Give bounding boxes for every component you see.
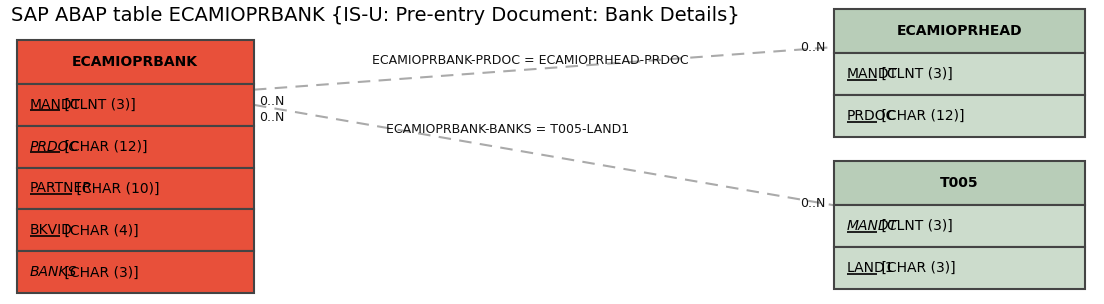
Text: [CLNT (3)]: [CLNT (3)] bbox=[877, 67, 953, 81]
FancyBboxPatch shape bbox=[834, 95, 1085, 137]
Text: BKVID: BKVID bbox=[30, 223, 73, 237]
FancyBboxPatch shape bbox=[834, 9, 1085, 53]
FancyBboxPatch shape bbox=[834, 205, 1085, 247]
Text: ECAMIOPRBANK-BANKS = T005-LAND1: ECAMIOPRBANK-BANKS = T005-LAND1 bbox=[386, 123, 629, 136]
Text: PRDOC: PRDOC bbox=[30, 140, 79, 154]
FancyBboxPatch shape bbox=[17, 84, 254, 126]
Text: [CHAR (12)]: [CHAR (12)] bbox=[877, 109, 964, 123]
Text: SAP ABAP table ECAMIOPRBANK {IS-U: Pre-entry Document: Bank Details}: SAP ABAP table ECAMIOPRBANK {IS-U: Pre-e… bbox=[11, 6, 740, 25]
FancyBboxPatch shape bbox=[834, 161, 1085, 205]
Text: LAND1: LAND1 bbox=[847, 261, 894, 275]
Text: [CHAR (12)]: [CHAR (12)] bbox=[60, 140, 147, 154]
Text: 0..N: 0..N bbox=[800, 197, 826, 210]
FancyBboxPatch shape bbox=[17, 40, 254, 84]
Text: 0..N: 0..N bbox=[259, 111, 285, 123]
Text: [CHAR (3)]: [CHAR (3)] bbox=[877, 261, 955, 275]
Text: ECAMIOPRBANK-PRDOC = ECAMIOPRHEAD-PRDOC: ECAMIOPRBANK-PRDOC = ECAMIOPRHEAD-PRDOC bbox=[372, 54, 688, 67]
Text: [CHAR (4)]: [CHAR (4)] bbox=[60, 223, 138, 237]
Text: BANKS: BANKS bbox=[30, 265, 77, 279]
FancyBboxPatch shape bbox=[17, 209, 254, 251]
Text: [CLNT (3)]: [CLNT (3)] bbox=[60, 98, 136, 112]
Text: MANDT: MANDT bbox=[30, 98, 81, 112]
Text: MANDT: MANDT bbox=[847, 219, 898, 233]
Text: PRDOC: PRDOC bbox=[847, 109, 896, 123]
Text: MANDT: MANDT bbox=[847, 67, 898, 81]
Text: ECAMIOPRBANK: ECAMIOPRBANK bbox=[72, 54, 199, 69]
FancyBboxPatch shape bbox=[834, 247, 1085, 289]
FancyBboxPatch shape bbox=[17, 168, 254, 209]
Text: ECAMIOPRHEAD: ECAMIOPRHEAD bbox=[896, 24, 1022, 38]
FancyBboxPatch shape bbox=[834, 53, 1085, 95]
Text: [CHAR (3)]: [CHAR (3)] bbox=[60, 265, 138, 279]
Text: 0..N: 0..N bbox=[800, 41, 826, 54]
Text: 0..N: 0..N bbox=[259, 95, 285, 108]
FancyBboxPatch shape bbox=[17, 126, 254, 168]
Text: T005: T005 bbox=[941, 176, 978, 190]
Text: [CLNT (3)]: [CLNT (3)] bbox=[877, 219, 953, 233]
FancyBboxPatch shape bbox=[17, 251, 254, 293]
Text: [CHAR (10)]: [CHAR (10)] bbox=[72, 181, 159, 195]
Text: PARTNER: PARTNER bbox=[30, 181, 93, 195]
